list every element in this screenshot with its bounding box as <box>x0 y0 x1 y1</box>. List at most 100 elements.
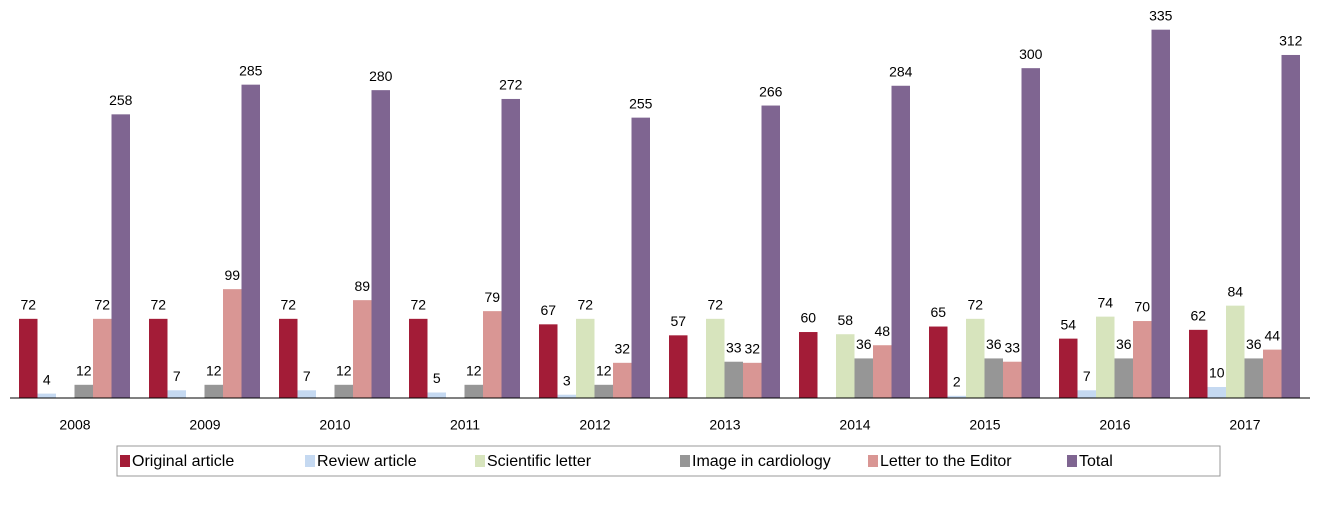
bar <box>409 318 428 398</box>
value-label: 54 <box>1060 316 1076 332</box>
value-label: 32 <box>744 341 760 357</box>
value-label: 5 <box>433 370 441 386</box>
value-label: 33 <box>1004 339 1020 355</box>
bar <box>669 335 688 398</box>
value-label: 272 <box>499 77 523 93</box>
legend-label: Scientific letter <box>487 453 592 470</box>
legend-swatch <box>305 455 315 467</box>
value-label: 58 <box>837 312 853 328</box>
value-label: 12 <box>336 363 352 379</box>
bar <box>557 394 576 398</box>
x-tick-label: 2014 <box>839 417 870 433</box>
value-label: 255 <box>629 95 653 111</box>
value-label: 7 <box>1083 368 1091 384</box>
value-label: 70 <box>1134 299 1150 315</box>
value-label: 67 <box>540 302 556 318</box>
value-label: 72 <box>20 297 36 313</box>
bar <box>576 318 595 398</box>
x-tick-label: 2013 <box>709 417 740 433</box>
value-label: 335 <box>1149 7 1173 23</box>
value-label: 266 <box>759 83 783 99</box>
value-label: 72 <box>150 297 166 313</box>
value-label: 4 <box>43 371 51 387</box>
value-label: 99 <box>224 267 240 283</box>
bar <box>167 390 186 398</box>
bar <box>1207 387 1226 398</box>
bar <box>93 318 112 398</box>
value-label: 33 <box>726 339 742 355</box>
value-label: 3 <box>563 372 571 388</box>
bar <box>947 395 966 398</box>
value-label: 36 <box>856 336 872 352</box>
legend-swatch <box>475 455 485 467</box>
value-label: 36 <box>1246 336 1262 352</box>
bar <box>371 90 390 398</box>
value-label: 84 <box>1227 283 1243 299</box>
bar <box>1133 321 1152 398</box>
value-label: 7 <box>303 368 311 384</box>
bar <box>1077 390 1096 398</box>
bar <box>873 345 892 398</box>
bar <box>241 84 260 398</box>
bar <box>1281 54 1300 398</box>
bar <box>483 311 502 398</box>
value-label: 312 <box>1279 33 1303 49</box>
bar <box>1226 305 1245 398</box>
bar <box>297 390 316 398</box>
legend-label: Review article <box>317 453 417 470</box>
bar <box>929 326 948 398</box>
value-label: 74 <box>1097 294 1113 310</box>
x-tick-label: 2015 <box>969 417 1000 433</box>
legend-swatch <box>120 455 130 467</box>
bar <box>799 332 818 398</box>
bar <box>891 85 910 399</box>
bar <box>19 318 38 398</box>
value-label: 65 <box>930 304 946 320</box>
value-label: 44 <box>1264 327 1280 343</box>
x-tick-label: 2008 <box>59 417 90 433</box>
value-label: 258 <box>109 92 133 108</box>
bar <box>724 361 743 398</box>
value-label: 62 <box>1190 308 1206 324</box>
bar <box>204 384 223 398</box>
value-label: 72 <box>577 297 593 313</box>
bar <box>1189 329 1208 398</box>
bar <box>353 300 372 398</box>
legend-box <box>116 445 1221 477</box>
legend-swatch <box>1067 455 1077 467</box>
bar <box>1244 358 1263 398</box>
x-tick-label: 2016 <box>1099 417 1130 433</box>
bar <box>966 318 985 398</box>
value-label: 284 <box>889 63 913 79</box>
bar <box>37 393 56 398</box>
legend: Original article Review article Scientific… <box>116 445 1221 477</box>
bar <box>1263 349 1282 398</box>
value-label: 12 <box>76 363 92 379</box>
value-label: 72 <box>967 297 983 313</box>
value-label: 7 <box>173 368 181 384</box>
x-tick-label: 2017 <box>1229 417 1260 433</box>
value-label: 72 <box>94 297 110 313</box>
legend-label: Total <box>1079 453 1113 470</box>
bar <box>501 98 520 398</box>
value-label: 36 <box>1116 336 1132 352</box>
bar <box>223 289 242 398</box>
bar <box>1096 316 1115 398</box>
value-label: 60 <box>800 310 816 326</box>
value-label: 72 <box>410 297 426 313</box>
legend-label: Image in cardiology <box>692 453 831 470</box>
bar <box>1003 361 1022 398</box>
value-label: 36 <box>986 336 1002 352</box>
value-label: 72 <box>707 297 723 313</box>
value-label: 300 <box>1019 46 1043 62</box>
value-label: 48 <box>874 323 890 339</box>
bar <box>427 392 446 398</box>
bar <box>836 334 855 398</box>
bar <box>111 114 130 399</box>
bar <box>613 362 632 398</box>
bar <box>279 318 298 398</box>
bar <box>1151 29 1170 398</box>
value-label: 57 <box>670 313 686 329</box>
bar <box>74 384 93 398</box>
